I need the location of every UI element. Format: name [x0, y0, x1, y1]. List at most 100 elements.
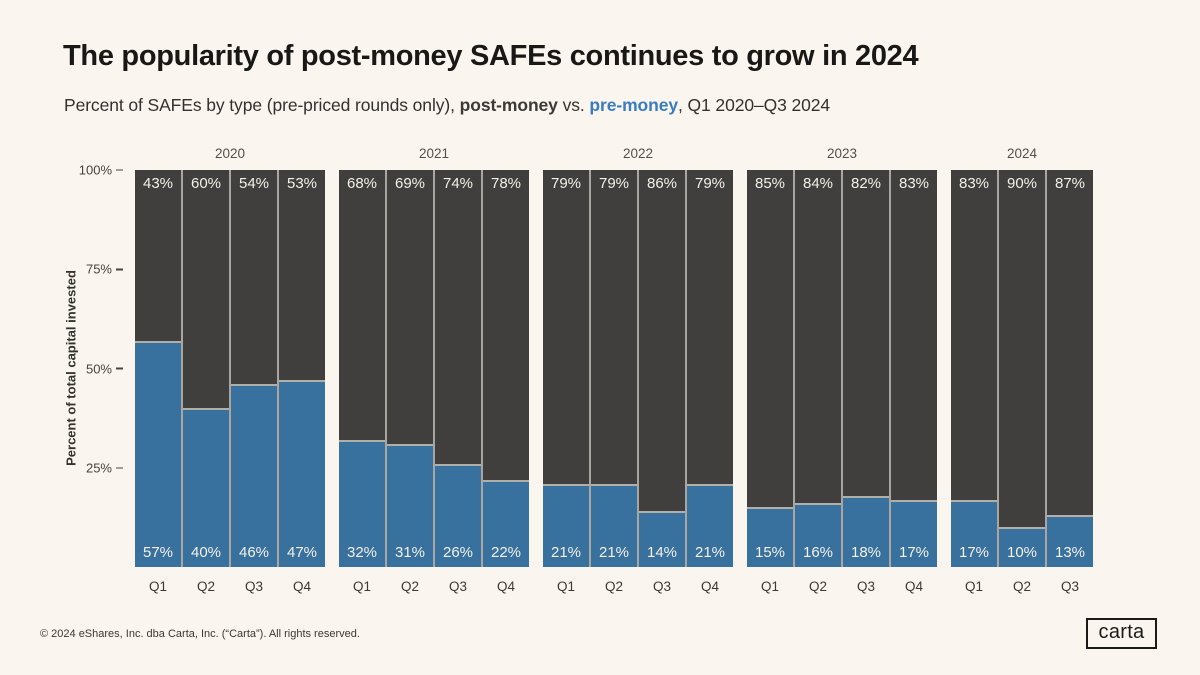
pre-money-segment: 16%: [795, 503, 841, 567]
bar-2023-Q4: 83% 17% Q4: [891, 170, 937, 594]
quarter-label: Q1: [760, 579, 779, 594]
y-tick-mark: [116, 268, 123, 270]
post-money-segment: 90%: [999, 170, 1045, 528]
pre-money-value-label: 14%: [646, 544, 678, 561]
subtitle-suffix: , Q1 2020–Q3 2024: [678, 95, 831, 115]
pre-money-segment: 15%: [747, 507, 793, 567]
pre-money-value-label: 17%: [958, 544, 990, 561]
y-tick-mark: [116, 467, 123, 469]
pre-money-value-label: 21%: [694, 544, 726, 561]
pre-money-value-label: 15%: [754, 544, 786, 561]
subtitle-post-money-label: post-money: [459, 95, 558, 115]
post-money-segment: 83%: [891, 170, 937, 500]
bar-2024-Q1: 83% 17% Q1: [951, 170, 997, 594]
year-group-2020: 2020 43% 57% Q1 60% 40% Q2 54% 46% Q3 53% 47% Q4: [135, 146, 325, 594]
quarter-label: Q2: [808, 579, 827, 594]
year-label: 2020: [214, 146, 246, 161]
pre-money-segment: 13%: [1047, 515, 1093, 567]
quarter-label: Q2: [196, 579, 215, 594]
post-money-segment: 43%: [135, 170, 181, 341]
carta-logo: carta: [1086, 618, 1157, 649]
year-label: 2021: [418, 146, 450, 161]
pre-money-segment: 46%: [231, 384, 277, 567]
pre-money-value-label: 21%: [550, 544, 582, 561]
post-money-segment: 79%: [591, 170, 637, 484]
post-money-segment: 68%: [339, 170, 385, 440]
pre-money-segment: 17%: [951, 499, 997, 567]
bar-2024-Q3: 87% 13% Q3: [1047, 170, 1093, 594]
post-money-segment: 86%: [639, 170, 685, 512]
pre-money-segment: 57%: [135, 340, 181, 567]
quarter-label: Q3: [856, 579, 875, 594]
bar-2021-Q3: 74% 26% Q3: [435, 170, 481, 594]
bar-2020-Q4: 53% 47% Q4: [279, 170, 325, 594]
pre-money-value-label: 17%: [898, 544, 930, 561]
y-tick: 50%: [86, 361, 123, 376]
bar-2022-Q2: 79% 21% Q2: [591, 170, 637, 594]
bar-2024-Q2: 90% 10% Q2: [999, 170, 1045, 594]
quarter-label: Q1: [556, 579, 575, 594]
bar-2021-Q4: 78% 22% Q4: [483, 170, 529, 594]
post-money-segment: 54%: [231, 170, 277, 385]
bar-2023-Q3: 82% 18% Q3: [843, 170, 889, 594]
post-money-segment: 78%: [483, 170, 529, 480]
post-money-segment: 85%: [747, 170, 793, 508]
pre-money-segment: 47%: [279, 380, 325, 567]
y-tick-label: 100%: [78, 162, 112, 178]
pre-money-value-label: 13%: [1054, 544, 1086, 561]
year-label: 2023: [826, 146, 858, 161]
quarter-label: Q3: [1060, 579, 1079, 594]
bar-2023-Q1: 85% 15% Q1: [747, 170, 793, 594]
y-tick-mark: [116, 169, 123, 171]
pre-money-value-label: 10%: [1006, 544, 1038, 561]
page-title: The popularity of post-money SAFEs conti…: [63, 40, 919, 72]
subtitle-vs: vs.: [557, 95, 590, 115]
quarter-label: Q4: [700, 579, 719, 594]
year-label: 2022: [622, 146, 654, 161]
carta-logo-text: carta: [1098, 621, 1145, 643]
bar-2023-Q2: 84% 16% Q2: [795, 170, 841, 594]
quarter-label: Q1: [148, 579, 167, 594]
post-money-segment: 53%: [279, 170, 325, 381]
pre-money-value-label: 16%: [802, 544, 834, 561]
post-money-segment: 69%: [387, 170, 433, 444]
bar-2021-Q2: 69% 31% Q2: [387, 170, 433, 594]
bar-2020-Q2: 60% 40% Q2: [183, 170, 229, 594]
pre-money-segment: 22%: [483, 479, 529, 567]
pre-money-segment: 17%: [891, 499, 937, 567]
quarter-label: Q2: [604, 579, 623, 594]
pre-money-segment: 18%: [843, 495, 889, 567]
pre-money-value-label: 40%: [190, 544, 222, 561]
pre-money-value-label: 32%: [346, 544, 378, 561]
pre-money-value-label: 18%: [850, 544, 882, 561]
quarter-label: Q3: [652, 579, 671, 594]
copyright-text: © 2024 eShares, Inc. dba Carta, Inc. (“C…: [40, 628, 360, 640]
y-tick-label: 75%: [85, 261, 112, 277]
quarter-label: Q1: [964, 579, 983, 594]
pre-money-segment: 10%: [999, 527, 1045, 567]
y-tick-mark: [116, 367, 123, 370]
year-label: 2024: [1006, 146, 1038, 161]
stacked-bar-chart: 2020 43% 57% Q1 60% 40% Q2 54% 46% Q3 53% 47% Q4 2021…: [135, 146, 1095, 594]
pre-money-segment: 32%: [339, 439, 385, 567]
post-money-segment: 79%: [543, 170, 589, 484]
post-money-segment: 82%: [843, 170, 889, 496]
pre-money-segment: 40%: [183, 408, 229, 567]
year-group-2021: 2021 68% 32% Q1 69% 31% Q2 74% 26% Q3 78% 22% Q4: [339, 146, 529, 594]
y-tick-label: 50%: [85, 361, 112, 376]
year-group-2022: 2022 79% 21% Q1 79% 21% Q2 86% 14% Q3 79% 21% Q4: [543, 146, 733, 594]
post-money-segment: 83%: [951, 170, 997, 500]
subtitle-pre-money-label: pre-money: [589, 95, 678, 115]
post-money-segment: 60%: [183, 170, 229, 409]
quarter-label: Q2: [1012, 579, 1031, 594]
pre-money-segment: 21%: [543, 483, 589, 567]
post-money-segment: 74%: [435, 170, 481, 464]
quarter-label: Q2: [400, 579, 419, 594]
pre-money-value-label: 21%: [598, 544, 630, 561]
pre-money-value-label: 26%: [442, 544, 474, 561]
bar-2020-Q3: 54% 46% Q3: [231, 170, 277, 594]
post-money-segment: 84%: [795, 170, 841, 504]
y-axis-ticks: 100% 75% 50% 25%: [0, 163, 123, 567]
pre-money-segment: 31%: [387, 443, 433, 567]
quarter-label: Q4: [904, 579, 923, 594]
